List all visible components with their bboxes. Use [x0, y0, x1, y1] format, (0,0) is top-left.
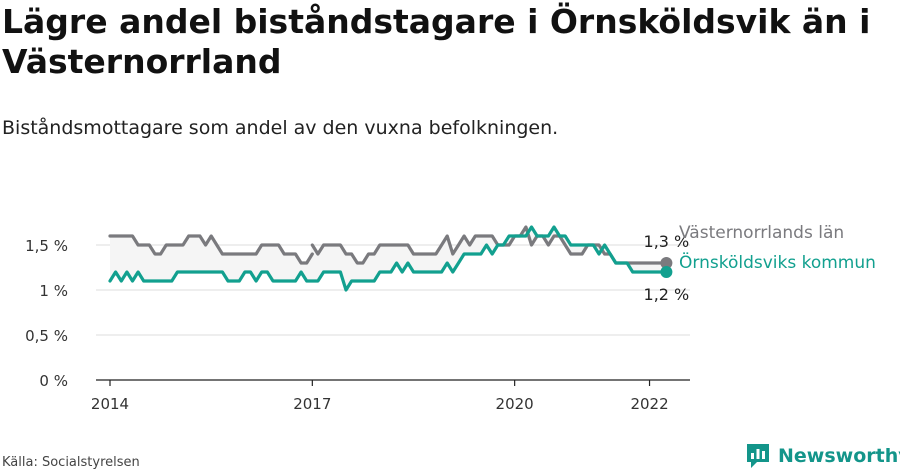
end-value-label: 1,2 % [644, 285, 690, 304]
brand-name: Newsworthy [778, 445, 900, 467]
x-tick-label: 2014 [91, 395, 129, 413]
y-tick-label: 1,5 % [25, 237, 68, 255]
y-tick-label: 1 % [39, 282, 68, 300]
series-labels: 1,3 % 1,2 % Västernorrlands län Örnsköldsvi… [644, 223, 876, 304]
end-value-label: 1,3 % [644, 232, 690, 251]
chart-title: Lägre andel biståndstagare i Örnsköldsvi… [2, 2, 871, 81]
series-name-label: Örnsköldsviks kommun [679, 251, 876, 273]
brand-logo[interactable]: Newsworthy [745, 441, 900, 471]
y-tick-label: 0,5 % [25, 327, 68, 345]
series [108, 225, 673, 292]
band-area [110, 227, 667, 290]
line-vasternorrland [108, 234, 314, 265]
x-tick-label: 2017 [293, 395, 331, 413]
axes: 0 % 0,5 % 1 % 1,5 % 2014 2017 2020 2022 [25, 237, 690, 413]
chart-subtitle: Biståndsmottagare som andel av den vuxna… [2, 117, 559, 139]
line-ornskoldsvik [108, 225, 668, 292]
range-band [110, 227, 667, 290]
endpoint-ornskoldsvik [660, 266, 673, 278]
newsworthy-logo-icon [747, 444, 769, 468]
y-tick-label: 0 % [39, 372, 68, 390]
x-tick-label: 2020 [496, 395, 534, 413]
x-tick-label: 2022 [630, 395, 668, 413]
series-name-label: Västernorrlands län [679, 223, 844, 243]
endpoint-vasternorrland [660, 257, 673, 269]
line-chart: 0 %0,5 %1 %1,5 %2014 2017 2020 2022 1,3 %1,… [25, 223, 876, 413]
line-vasternorrland [310, 225, 668, 265]
source-note: Källa: Socialstyrelsen [2, 455, 140, 470]
